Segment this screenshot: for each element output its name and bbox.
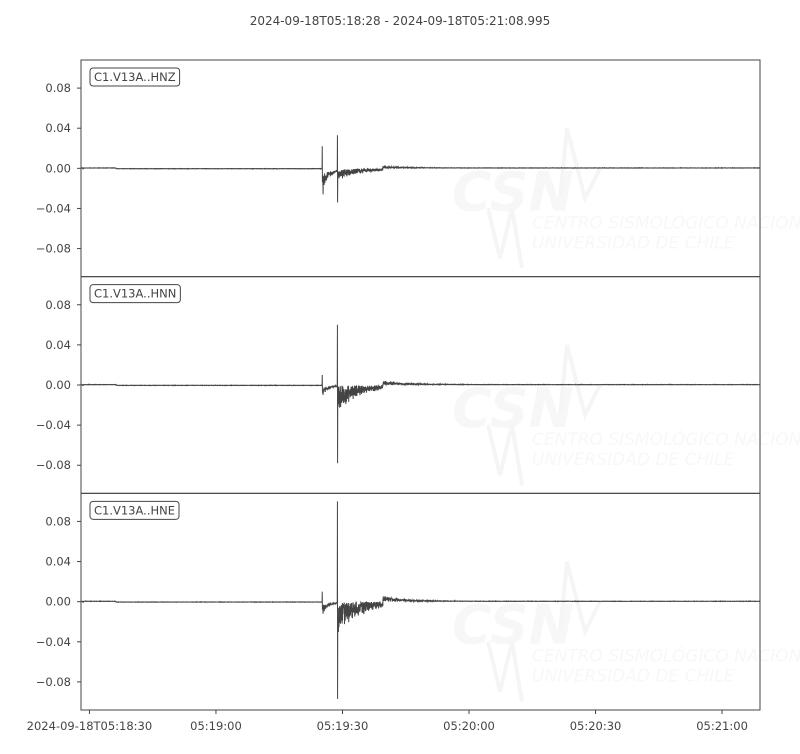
trace-panel: CSNCENTRO SISMOLÓGICO NACIONALUNIVERSIDA… <box>36 59 800 278</box>
trace-label: C1.V13A..HNZ <box>89 67 181 87</box>
x-tick-label: 05:19:00 <box>190 719 242 733</box>
y-tick-label: −0.08 <box>36 242 71 256</box>
trace-panel: CSNCENTRO SISMOLÓGICO NACIONALUNIVERSIDA… <box>36 276 800 494</box>
y-tick-label: 0.00 <box>45 378 71 392</box>
y-tick-label: −0.08 <box>36 675 71 689</box>
x-axis: 2024-09-18T05:18:30 05:19:00 05:19:30 05:20… <box>27 710 748 733</box>
y-tick-label: −0.08 <box>36 458 71 472</box>
y-tick-label: 0.04 <box>45 555 71 569</box>
trace-label-box <box>89 284 181 304</box>
trace-panel: CSNCENTRO SISMOLÓGICO NACIONALUNIVERSIDA… <box>36 492 800 711</box>
watermark-line2: UNIVERSIDAD DE CHILE <box>532 233 735 253</box>
x-tick-label: 2024-09-18T05:18:30 <box>27 719 153 733</box>
y-tick-label: 0.00 <box>45 161 71 175</box>
trace-label-box <box>89 500 180 520</box>
watermark-line2: UNIVERSIDAD DE CHILE <box>532 450 735 470</box>
trace-label: C1.V13A..HNN <box>89 284 181 304</box>
waveform-line <box>80 135 761 203</box>
trace-label-text: C1.V13A..HNN <box>94 287 176 301</box>
y-tick-label: −0.04 <box>36 418 71 432</box>
y-tick-label: 0.04 <box>45 338 71 352</box>
x-tick-label: 05:20:00 <box>443 719 495 733</box>
watermark-logo: CSNCENTRO SISMOLÓGICO NACIONALUNIVERSIDA… <box>452 128 800 268</box>
x-tick-label: 05:19:30 <box>317 719 369 733</box>
trace-label: C1.V13A..HNE <box>89 500 180 520</box>
trace-label-text: C1.V13A..HNE <box>94 503 175 517</box>
y-tick-label: 0.08 <box>45 81 71 95</box>
y-tick-label: 0.08 <box>45 514 71 528</box>
trace-label-box <box>89 67 181 87</box>
x-tick-label: 05:21:00 <box>696 719 748 733</box>
y-tick-label: −0.04 <box>36 635 71 649</box>
waveform-line <box>80 501 761 699</box>
watermark-logo: CSNCENTRO SISMOLÓGICO NACIONALUNIVERSIDA… <box>452 562 800 702</box>
y-tick-label: 0.00 <box>45 595 71 609</box>
x-tick-label: 05:20:30 <box>570 719 622 733</box>
chart-title: 2024-09-18T05:18:28 - 2024-09-18T05:21:0… <box>250 14 551 28</box>
trace-label-text: C1.V13A..HNZ <box>94 70 176 84</box>
y-tick-label: 0.04 <box>45 121 71 135</box>
y-tick-label: 0.08 <box>45 298 71 312</box>
watermark-line2: UNIVERSIDAD DE CHILE <box>532 667 735 687</box>
watermark-logo: CSNCENTRO SISMOLÓGICO NACIONALUNIVERSIDA… <box>452 345 800 485</box>
waveform-line <box>80 324 761 464</box>
y-tick-label: −0.04 <box>36 201 71 215</box>
